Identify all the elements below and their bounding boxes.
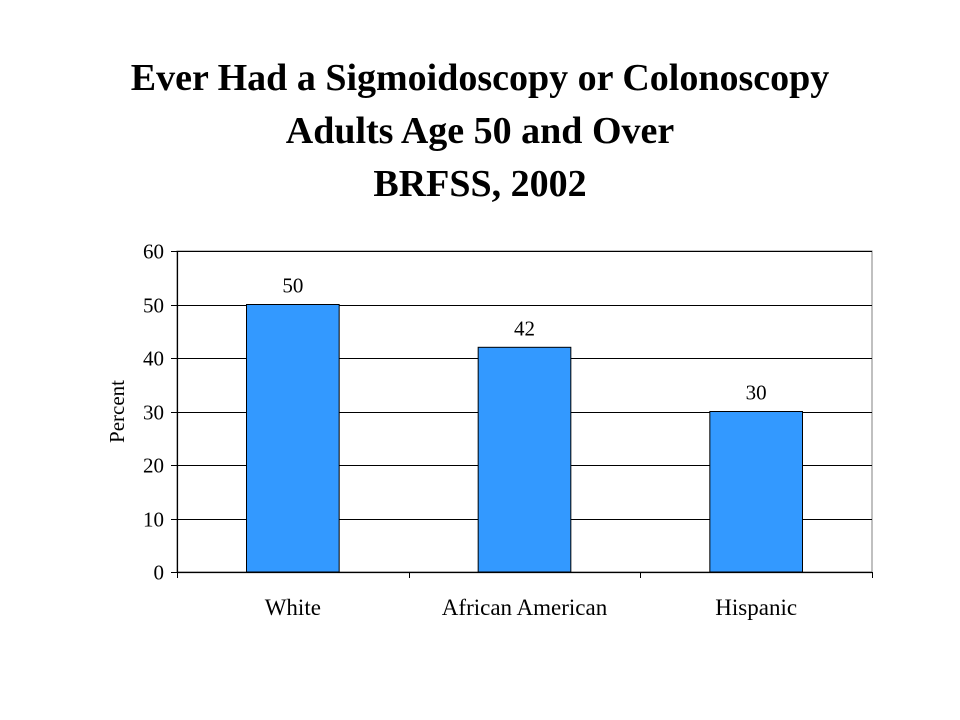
bar-1 xyxy=(477,346,572,573)
x-category-label-2: Hispanic xyxy=(715,595,797,620)
data-label-1: 42 xyxy=(514,316,535,340)
y-tick-label-0: 0 xyxy=(154,561,165,585)
chart-title-line-3: BRFSS, 2002 xyxy=(373,163,587,205)
data-label-0: 50 xyxy=(282,274,303,298)
y-tick-label-50: 50 xyxy=(143,294,164,318)
y-tick-label-60: 60 xyxy=(143,240,164,264)
x-category-label-1: African American xyxy=(442,595,608,620)
y-tick-label-20: 20 xyxy=(143,454,164,478)
y-tick-label-10: 10 xyxy=(143,508,164,532)
bar-2 xyxy=(709,411,803,573)
y-tick-label-40: 40 xyxy=(143,347,164,371)
chart-title-line-2: Adults Age 50 and Over xyxy=(285,110,675,152)
x-category-label-0: White xyxy=(265,595,321,620)
chart-title: Ever Had a Sigmoidoscopy or Colonoscopy … xyxy=(0,52,960,211)
y-axis-title: Percent xyxy=(105,380,129,443)
chart-title-line-1: Ever Had a Sigmoidoscopy or Colonoscopy xyxy=(130,57,830,99)
y-tick-label-30: 30 xyxy=(143,401,164,425)
data-label-2: 30 xyxy=(746,381,767,405)
bar-0 xyxy=(246,304,340,573)
